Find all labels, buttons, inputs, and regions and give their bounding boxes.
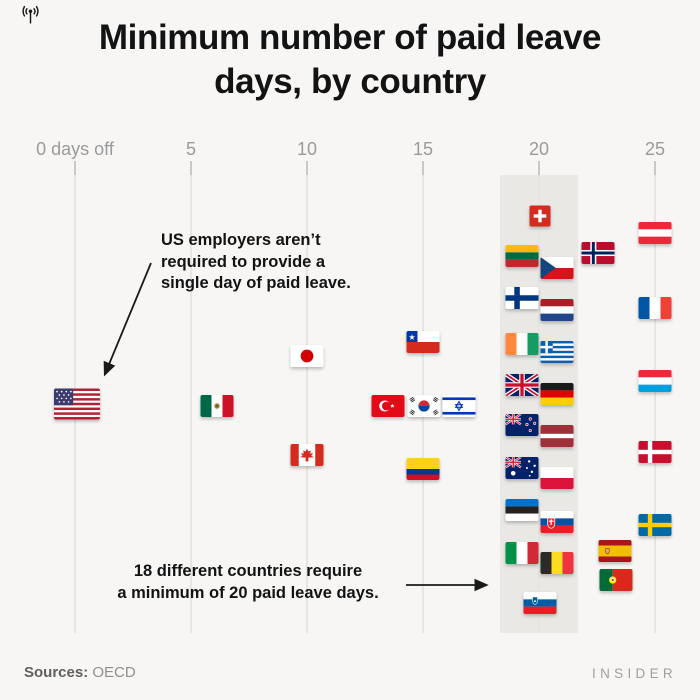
flag-icon-sk xyxy=(540,511,574,533)
annotation-us-line: US employers aren’t xyxy=(161,231,321,249)
flag-icon-de xyxy=(540,383,574,405)
flag-icon-ch xyxy=(529,205,551,227)
axis-tick xyxy=(654,161,656,175)
flag-icon-gb xyxy=(505,374,539,396)
flag-icon-tr xyxy=(371,395,405,417)
flag-icon-lu xyxy=(638,370,672,392)
annotation-us-line: single day of paid leave. xyxy=(161,274,351,292)
annotation-20-days-line: a minimum of 20 paid leave days. xyxy=(117,583,379,602)
brand-logo: INSIDER xyxy=(592,666,677,681)
antenna-icon xyxy=(22,5,39,24)
gridline xyxy=(306,175,308,633)
flag-icon-jp xyxy=(290,345,324,367)
annotation-us-line: required to provide a xyxy=(161,252,326,271)
chart-title-line1: Minimum number of paid leave xyxy=(98,18,602,57)
flag-icon-gr xyxy=(540,341,574,363)
annotation-20-days: 18 different countries require a minimum… xyxy=(73,561,423,604)
flag-icon-kr xyxy=(407,395,441,417)
sources-note: Sources: OECD xyxy=(24,664,136,681)
axis-tick-label: 5 xyxy=(185,139,197,159)
flag-icon-lv xyxy=(540,425,574,447)
flag-icon-cz xyxy=(540,257,574,279)
gridline xyxy=(654,175,656,633)
gridline xyxy=(190,175,192,633)
flag-icon-us xyxy=(54,388,100,420)
axis-tick xyxy=(422,161,424,175)
axis-tick-label: 15 xyxy=(412,139,434,159)
flag-icon-mx xyxy=(200,395,234,417)
axis-tick xyxy=(538,161,540,175)
flag-icon-es xyxy=(598,540,632,562)
axis-tick-label: 10 xyxy=(296,139,318,159)
sources-label: Sources: xyxy=(24,664,89,681)
annotation-us: US employers aren’t required to provide … xyxy=(161,230,351,295)
flag-icon-fr xyxy=(638,297,672,319)
flag-icon-be xyxy=(540,552,574,574)
flag-icon-ca xyxy=(290,444,324,466)
flag-icon-si xyxy=(523,592,557,614)
axis-tick xyxy=(190,161,192,175)
flag-icon-lt xyxy=(505,245,539,267)
gridline xyxy=(538,175,540,633)
flag-icon-pt xyxy=(599,569,633,591)
flag-icon-it xyxy=(505,542,539,564)
axis-tick xyxy=(306,161,308,175)
flag-icon-ie xyxy=(505,333,539,355)
flag-icon-fi xyxy=(505,287,539,309)
axis-tick-label: 0 days off xyxy=(36,139,114,159)
sources-value: OECD xyxy=(92,664,136,681)
flag-icon-pl xyxy=(540,467,574,489)
annotation-20-days-line: 18 different countries require xyxy=(133,562,363,580)
chart-title-line2: days, by country xyxy=(214,62,486,101)
flag-icon-nz xyxy=(505,414,539,436)
flag-icon-co xyxy=(406,458,440,480)
flag-icon-nl xyxy=(540,299,574,321)
axis-tick-label: 20 xyxy=(528,139,550,159)
flag-icon-se xyxy=(638,514,672,536)
axis-tick-label: 25 xyxy=(644,139,666,159)
flag-icon-dk xyxy=(638,441,672,463)
flag-icon-cl xyxy=(406,331,440,353)
flag-icon-au xyxy=(505,457,539,479)
axis-tick xyxy=(74,161,76,175)
flag-icon-at xyxy=(638,222,672,244)
flag-icon-ee xyxy=(505,499,539,521)
chart-title: Minimum number of paid leave days, by co… xyxy=(0,16,700,104)
flag-icon-il xyxy=(442,395,476,417)
flag-icon-no xyxy=(581,242,615,264)
